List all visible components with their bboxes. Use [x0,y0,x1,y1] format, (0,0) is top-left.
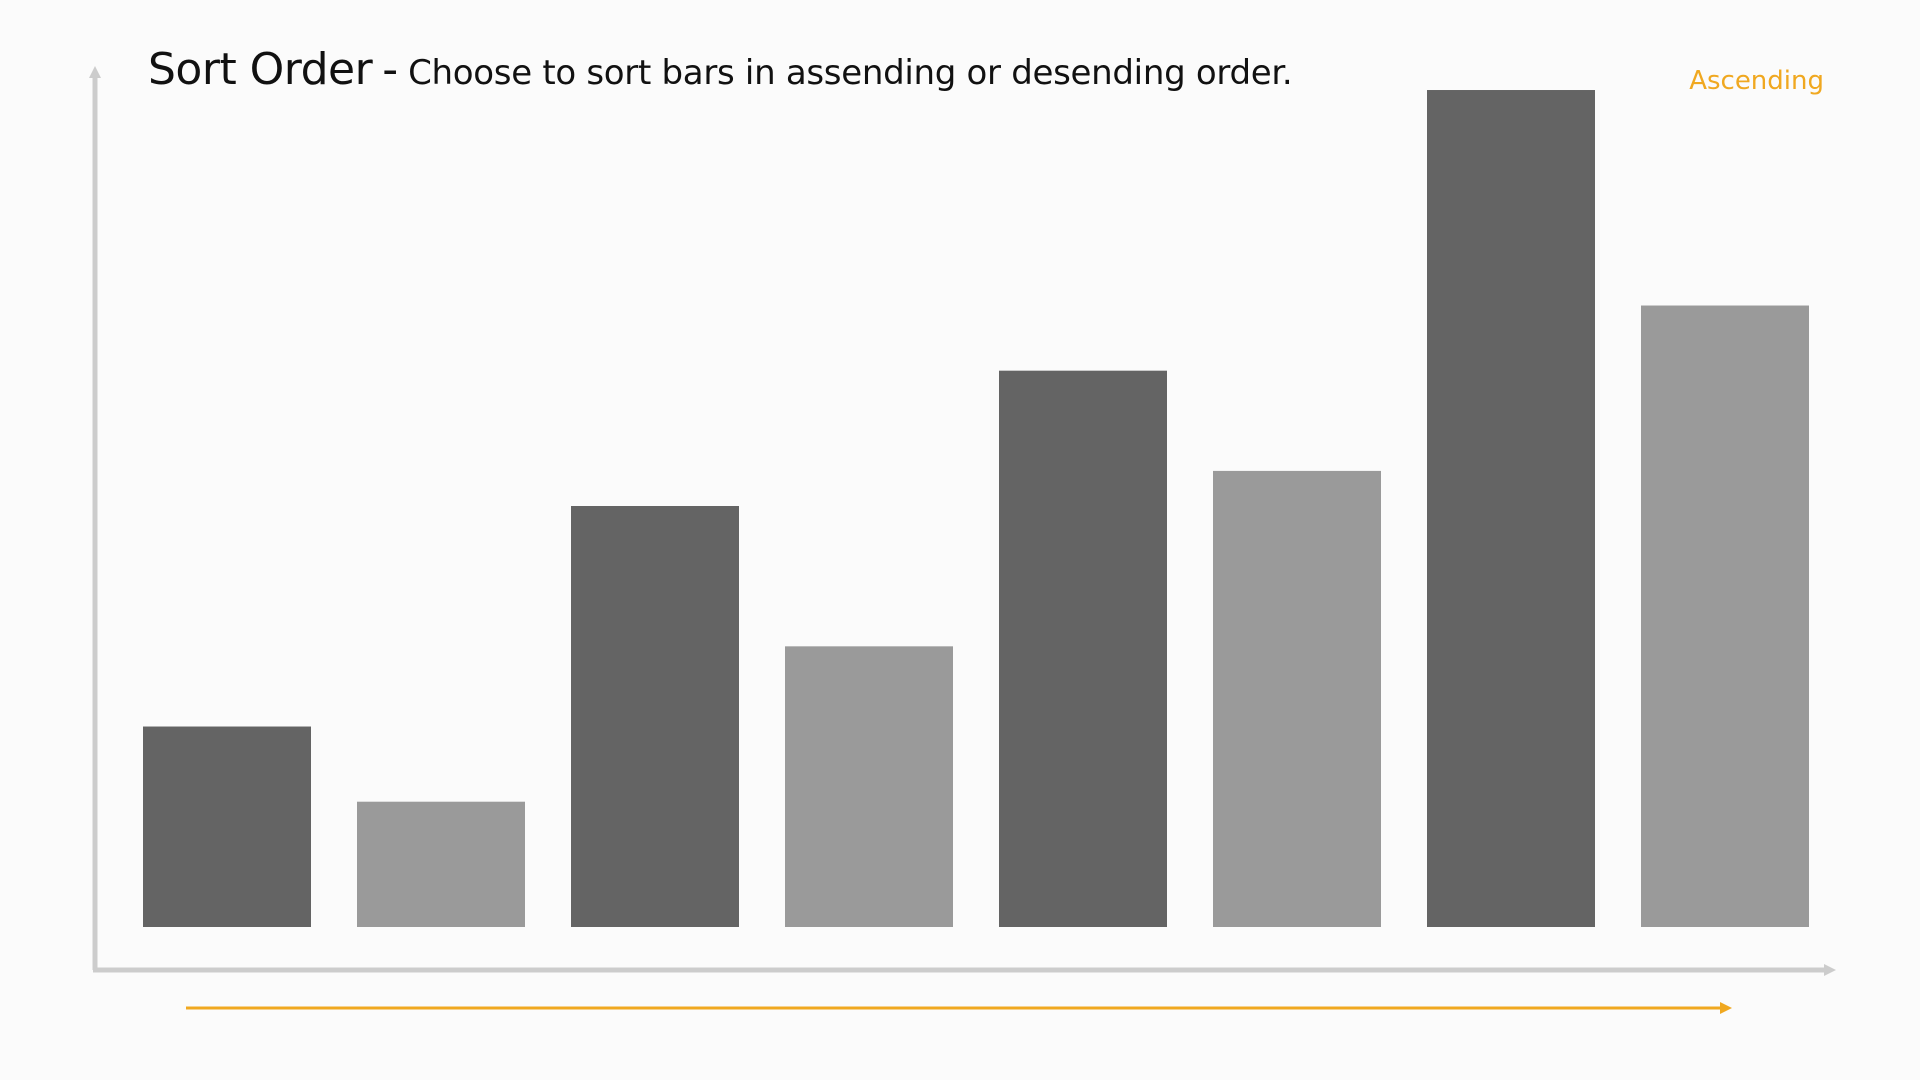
bar-4 [785,646,953,927]
bar-6 [1213,470,1381,927]
sort-order-toggle[interactable]: Ascending [1689,66,1824,96]
bar-8 [1641,305,1809,927]
bar-3 [571,506,739,927]
page-subtitle: Choose to sort bars in assending or dese… [408,53,1293,93]
title-separator: - [382,44,399,95]
bar-7 [1427,90,1595,927]
bars-group [143,90,1809,927]
bar-2 [357,801,525,927]
chart-title: Sort Order - Choose to sort bars in assend… [148,44,1293,95]
bar-5 [999,370,1167,927]
bar-1 [143,726,311,927]
page-title: Sort Order [148,44,373,95]
